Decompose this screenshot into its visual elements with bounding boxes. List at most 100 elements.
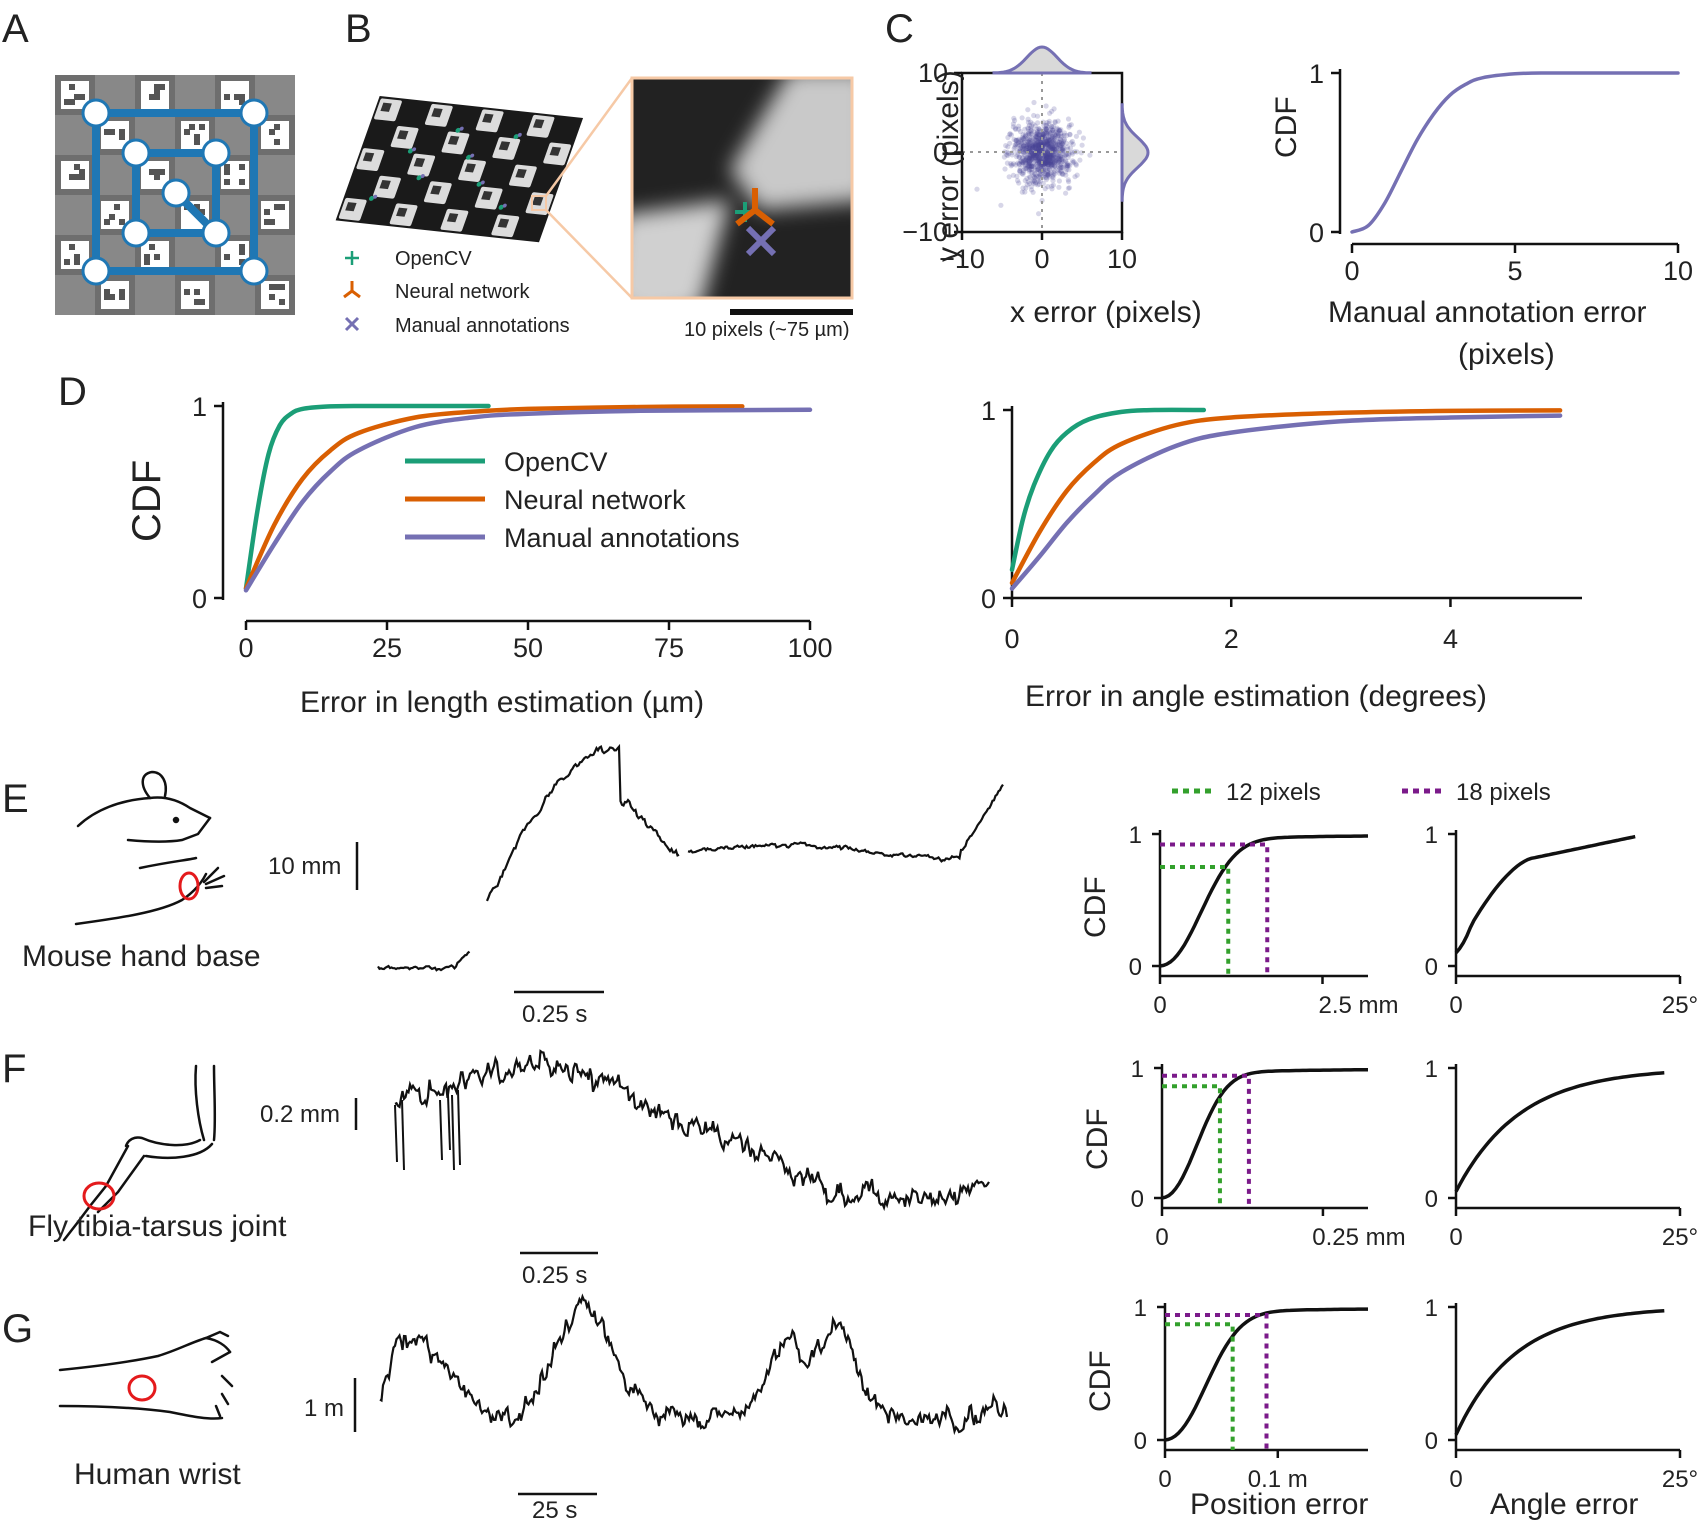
scatter-point xyxy=(1062,152,1068,158)
series-line-manual xyxy=(1350,71,1680,234)
scatter-point xyxy=(1047,160,1053,166)
scatter-point xyxy=(1045,172,1051,178)
x-tick-label: 100 xyxy=(787,633,832,663)
scatter-point xyxy=(1032,123,1038,129)
scatter-point xyxy=(1049,143,1055,149)
scatter-point xyxy=(1063,152,1069,158)
scatter-point xyxy=(1055,141,1061,148)
scatter-point xyxy=(1044,141,1050,147)
scatter-point xyxy=(1005,144,1011,150)
scatter-point xyxy=(1054,149,1060,155)
scatter-point xyxy=(1028,149,1034,155)
scatter-point xyxy=(1014,173,1020,179)
scatter-point xyxy=(1007,140,1013,146)
scatter-point xyxy=(1031,174,1037,180)
scatter-point xyxy=(1046,161,1052,168)
scatter-point xyxy=(1045,131,1051,137)
scatter-point xyxy=(1058,137,1064,143)
scatter-point xyxy=(1051,152,1057,158)
scatter-point xyxy=(1013,142,1019,148)
scatter-point xyxy=(1064,166,1070,172)
scatter-point xyxy=(1066,179,1072,185)
scatter-point xyxy=(1043,153,1049,159)
scatter-point xyxy=(1027,174,1033,180)
threshold-12-pixels xyxy=(1160,865,1231,976)
scatter-point xyxy=(1042,186,1048,192)
scatter-point xyxy=(1034,129,1040,135)
scatter-point xyxy=(1030,151,1036,158)
scatter-point xyxy=(1033,146,1039,152)
panel-letter-a: A xyxy=(2,7,29,51)
scatter-point xyxy=(1069,138,1075,145)
scatter-point xyxy=(1060,140,1066,146)
scatter-point xyxy=(1046,129,1052,135)
scatter-point xyxy=(1028,170,1034,176)
scatter-point xyxy=(1031,180,1037,186)
scatter-point xyxy=(1049,162,1055,168)
scatter-point xyxy=(1026,149,1032,155)
c-cdf-xlabel: Manual annotation error xyxy=(1328,296,1647,329)
scatter-point xyxy=(1030,145,1036,151)
scatter-point xyxy=(1032,143,1038,149)
scatter-point xyxy=(1033,133,1039,139)
scatter-point xyxy=(1010,121,1017,127)
scatter-point xyxy=(1066,167,1072,173)
scatter-point xyxy=(1040,132,1046,138)
scatter-point xyxy=(1010,172,1017,178)
scatter-point xyxy=(1026,145,1033,151)
scatter-point xyxy=(1049,139,1055,145)
scatter-point xyxy=(1044,126,1050,132)
scatter-point xyxy=(1048,141,1054,147)
scatter-point xyxy=(1054,155,1060,161)
scatter-point xyxy=(1064,162,1070,168)
scatter-point xyxy=(1029,127,1035,133)
scatter-point xyxy=(1025,142,1031,148)
scatter-point xyxy=(1027,163,1033,169)
trace-f-spike xyxy=(447,1094,451,1151)
scatter-point xyxy=(1058,153,1064,159)
scatter-point xyxy=(1053,159,1059,165)
scatter-point xyxy=(1015,138,1022,144)
trace-f-spike xyxy=(439,1099,443,1161)
scatter-point xyxy=(1057,128,1063,134)
scatter-point xyxy=(1057,162,1063,168)
manual-annotation-marker xyxy=(745,225,777,257)
scatter-point xyxy=(1057,153,1063,159)
scatter-point xyxy=(1019,170,1025,177)
scatter-point xyxy=(1056,157,1063,164)
scatter-point xyxy=(1052,133,1059,139)
chart-d-length: 0 25 50 75 100 1 0 CDF Error in length estimat… xyxy=(125,392,833,719)
scatter-point xyxy=(1065,177,1071,183)
scatter-point xyxy=(1036,154,1043,160)
scatter-point xyxy=(1044,140,1050,146)
scatter-point xyxy=(1019,141,1025,147)
scatter-point xyxy=(1035,131,1041,138)
scatter-point xyxy=(1045,154,1051,160)
scatter-point xyxy=(1019,145,1026,151)
scatter-point xyxy=(1017,165,1023,171)
scatter-point xyxy=(1035,166,1041,172)
scatter-point xyxy=(1016,154,1023,160)
scatter-point xyxy=(1040,131,1046,137)
scatter-point xyxy=(1027,167,1033,173)
scatter-point xyxy=(1035,158,1041,164)
scatter-point xyxy=(1049,146,1055,152)
scatter-point xyxy=(1047,156,1053,162)
scatter-point xyxy=(1029,155,1035,161)
scatter-point xyxy=(1048,143,1054,150)
scatter-point xyxy=(1052,154,1058,160)
scatter-point xyxy=(1033,163,1039,169)
scatter-point xyxy=(1011,115,1017,121)
scatter-point xyxy=(1067,131,1073,137)
scatter-point xyxy=(1022,178,1028,184)
scatter-point xyxy=(1008,163,1014,169)
pos-ylabel: CDF xyxy=(1081,1108,1114,1170)
scatter-point xyxy=(1036,147,1042,153)
scatter-point xyxy=(1047,144,1053,150)
scatter-point xyxy=(1045,143,1051,149)
scatter-point xyxy=(1023,158,1029,164)
scatter-point xyxy=(1028,187,1035,193)
scalebar-f-time-label: 0.25 s xyxy=(522,1262,587,1289)
scatter-point xyxy=(1076,129,1082,135)
scatter-point xyxy=(1020,185,1026,191)
